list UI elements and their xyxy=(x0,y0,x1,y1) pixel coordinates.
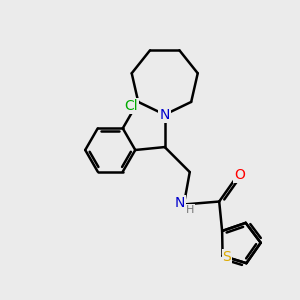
Text: N: N xyxy=(174,196,184,210)
Text: N: N xyxy=(160,108,170,122)
Text: S: S xyxy=(223,250,231,264)
Text: H: H xyxy=(186,206,194,215)
Text: Cl: Cl xyxy=(124,99,138,113)
Text: O: O xyxy=(234,168,245,182)
